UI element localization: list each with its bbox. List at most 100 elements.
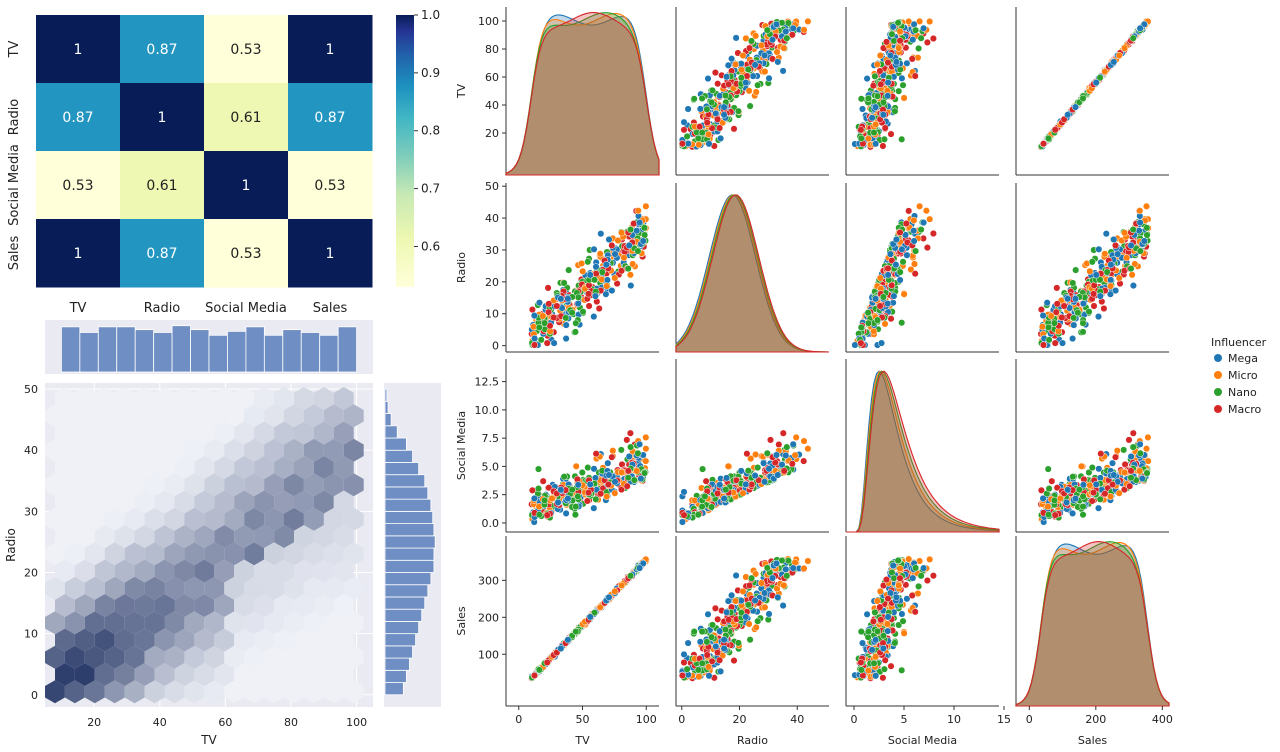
scatter-point-macro	[716, 656, 724, 664]
scatter-point-macro	[923, 244, 931, 252]
hexbin-cell	[124, 507, 145, 531]
hexbin-cell	[234, 490, 255, 514]
hexbin-cell	[184, 680, 205, 704]
scatter-point-nano	[541, 319, 549, 327]
hexbin-cell	[303, 438, 324, 462]
hexbin-cell	[45, 507, 65, 531]
hexbin-cell	[164, 645, 185, 669]
scatter-point-nano	[572, 628, 580, 636]
pair-x-axis-label: Radio	[737, 734, 768, 747]
scatter-point-macro	[908, 55, 916, 63]
scatter-point-micro	[705, 130, 713, 138]
scatter-point-mega	[1135, 227, 1143, 235]
hexbin-cell	[164, 507, 185, 531]
scatter-point-mega	[633, 227, 641, 235]
scatter-point-nano	[1045, 336, 1053, 344]
scatter-point-macro	[882, 38, 891, 46]
scatter-point-nano	[1129, 443, 1137, 451]
hexbin-cell	[313, 628, 334, 652]
scatter-point-micro	[870, 327, 878, 335]
hexbin-cell	[64, 542, 85, 566]
hexbin-cell	[144, 611, 165, 635]
hexbin-cell	[333, 421, 354, 445]
hexbin-cell	[274, 456, 294, 479]
scatter-point-macro	[876, 603, 884, 611]
scatter-point-mega	[1127, 452, 1135, 461]
scatter-point-macro	[608, 241, 616, 249]
scatter-point-nano	[560, 473, 568, 481]
scatter-point-macro	[775, 440, 783, 449]
marginal-y-bar	[384, 486, 429, 500]
scatter-point-mega	[611, 478, 619, 486]
hexbin-cell	[64, 611, 85, 635]
scatter-point-nano	[744, 65, 752, 73]
hexbin-cell	[194, 663, 215, 686]
hexbin-cell	[284, 576, 304, 600]
scatter-point-mega	[625, 452, 633, 461]
scatter-point-mega	[625, 241, 633, 249]
scatter-point-nano	[896, 268, 904, 276]
scatter-point-mega	[608, 287, 616, 295]
hexbin-cell	[303, 507, 324, 531]
marginal-x-bar	[282, 329, 302, 373]
marginal-x-bar	[319, 334, 339, 373]
marginal-x-bar	[153, 332, 173, 373]
scatter-point-mega	[1092, 79, 1100, 87]
scatter-point-macro	[1100, 304, 1108, 313]
scatter-point-nano	[895, 87, 903, 95]
marginal-y-histogram	[384, 388, 436, 696]
hexbin-cell	[224, 507, 245, 531]
hexbin-cell	[134, 628, 155, 652]
hexbin-cell	[174, 628, 195, 652]
hexbin-cell	[194, 594, 215, 617]
scatter-point-mega	[732, 34, 740, 42]
pair-panel-radio-vs-social-media	[845, 183, 999, 353]
hexbin-cell	[284, 404, 304, 428]
scatter-point-micro	[611, 587, 619, 595]
scatter-point-micro	[609, 447, 617, 455]
scatter-point-nano	[535, 511, 543, 519]
scatter-point-micro	[896, 564, 904, 573]
scatter-point-nano	[1143, 224, 1151, 232]
kde-curve-macro	[675, 194, 830, 353]
hexbin-cell	[274, 490, 294, 514]
hexbin-cell	[104, 473, 125, 497]
scatter-point-nano	[1136, 449, 1144, 457]
scatter-point-mega	[557, 486, 565, 494]
hexbin-cell	[94, 663, 115, 686]
hexbin-cell	[174, 456, 195, 479]
hexbin-cell	[234, 628, 255, 652]
scatter-point-macro	[539, 477, 547, 485]
scatter-point-mega	[590, 504, 598, 512]
scatter-point-micro	[603, 493, 611, 501]
scatter-point-mega	[910, 227, 918, 235]
scatter-point-nano	[1079, 492, 1087, 500]
scatter-point-nano	[627, 226, 635, 234]
hexbin-cell	[64, 507, 85, 531]
scatter-point-mega	[705, 672, 713, 680]
hexbin-cell	[343, 404, 364, 428]
marginal-y-bar	[384, 633, 416, 647]
x-tick-label: 0	[678, 713, 685, 726]
scatter-point-micro	[900, 94, 908, 102]
scatter-point-mega	[896, 276, 904, 284]
scatter-point-mega	[877, 339, 886, 347]
scatter-point-macro	[680, 511, 688, 519]
scatter-point-micro	[922, 207, 930, 215]
scatter-point-macro	[585, 302, 593, 310]
scatter-point-micro	[1144, 457, 1152, 465]
hexbin-cell	[74, 421, 95, 445]
scatter-point-mega	[586, 480, 594, 488]
hexbin-cell	[74, 628, 95, 652]
hexbin-cell	[274, 663, 294, 686]
scatter-point-macro	[788, 460, 796, 468]
hexbin-cell	[114, 456, 135, 479]
heatmap-cell	[204, 15, 289, 84]
scatter-point-mega	[1043, 299, 1051, 307]
hexbin-cell	[244, 507, 265, 531]
